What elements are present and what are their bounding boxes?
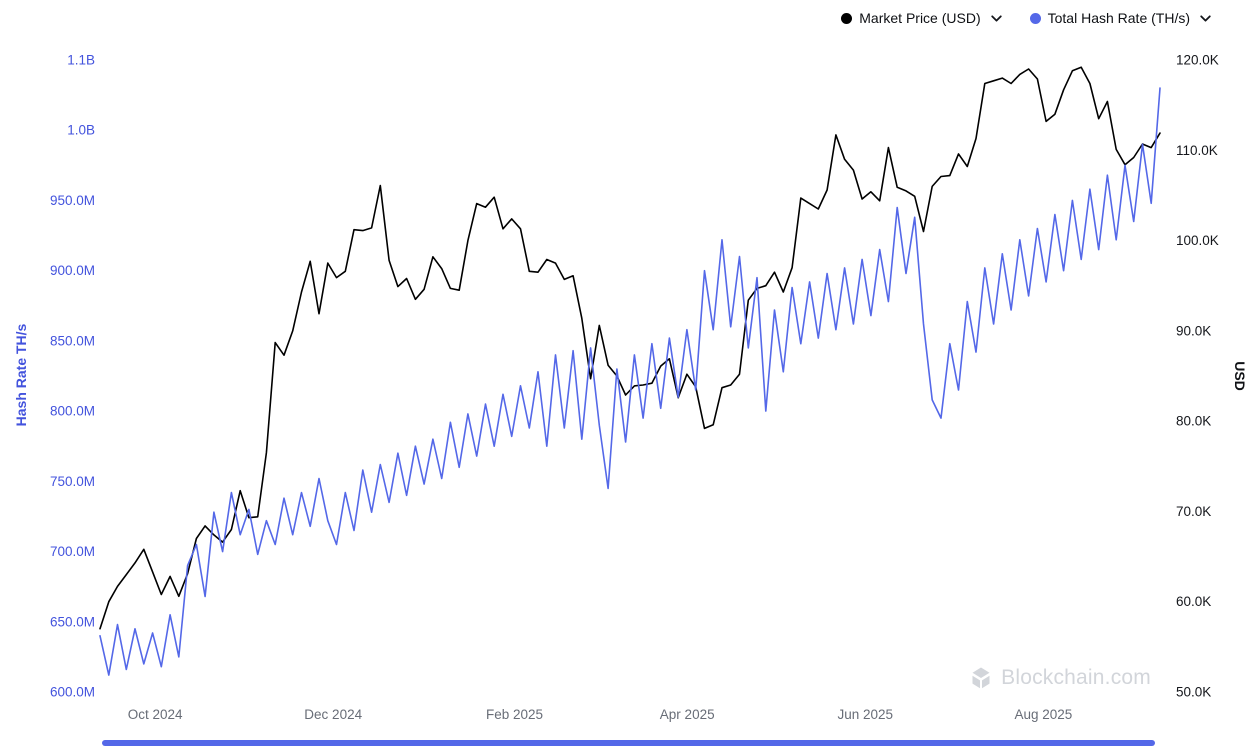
chevron-down-icon[interactable]: [989, 11, 1004, 26]
left-axis-tick: 700.0M: [50, 544, 95, 559]
left-axis-tick: 650.0M: [50, 614, 95, 629]
left-axis-tick: 600.0M: [50, 685, 95, 700]
left-axis-tick: 900.0M: [50, 263, 95, 278]
range-selector-bar[interactable]: [102, 740, 1155, 746]
x-axis-tick: Apr 2025: [660, 707, 715, 722]
legend-dot-market-price: [841, 12, 853, 24]
left-axis-tick: 800.0M: [50, 404, 95, 419]
watermark: Blockchain.com: [969, 666, 1151, 690]
right-axis-tick: 110.0K: [1176, 143, 1218, 158]
blockchain-logo-icon: [969, 666, 993, 690]
right-axis-tick: 100.0K: [1176, 233, 1219, 248]
series-line-hash-rate: [99, 87, 1161, 676]
right-axis-tick: 60.0K: [1176, 594, 1211, 609]
legend-item-market-price[interactable]: Market Price (USD): [841, 10, 1003, 26]
x-axis-tick: Aug 2025: [1014, 707, 1072, 722]
chart-legend: Market Price (USD) Total Hash Rate (TH/s…: [841, 10, 1213, 26]
left-axis-tick: 1.0B: [67, 123, 95, 138]
x-axis-tick: Jun 2025: [838, 707, 894, 722]
series-line-market-price: [99, 66, 1161, 630]
x-axis-tick: Oct 2024: [128, 707, 183, 722]
right-axis-tick: 90.0K: [1176, 323, 1211, 338]
left-axis-tick: 950.0M: [50, 193, 95, 208]
legend-label-hash-rate: Total Hash Rate (TH/s): [1047, 10, 1190, 26]
legend-dot-hash-rate: [1029, 12, 1041, 24]
legend-label-market-price: Market Price (USD): [859, 10, 981, 26]
left-axis-tick: 1.1B: [67, 53, 95, 68]
chevron-down-icon[interactable]: [1198, 11, 1213, 26]
right-axis-tick: 80.0K: [1176, 414, 1211, 429]
right-axis-tick: 120.0K: [1176, 53, 1219, 68]
legend-item-hash-rate[interactable]: Total Hash Rate (TH/s): [1029, 10, 1213, 26]
x-axis-tick: Dec 2024: [304, 707, 362, 722]
left-axis-tick: 750.0M: [50, 474, 95, 489]
x-axis-tick: Feb 2025: [486, 707, 543, 722]
left-axis-tick: 850.0M: [50, 333, 95, 348]
right-axis-tick: 70.0K: [1176, 504, 1211, 519]
watermark-text: Blockchain.com: [1001, 666, 1151, 689]
right-axis-tick: 50.0K: [1176, 685, 1211, 700]
